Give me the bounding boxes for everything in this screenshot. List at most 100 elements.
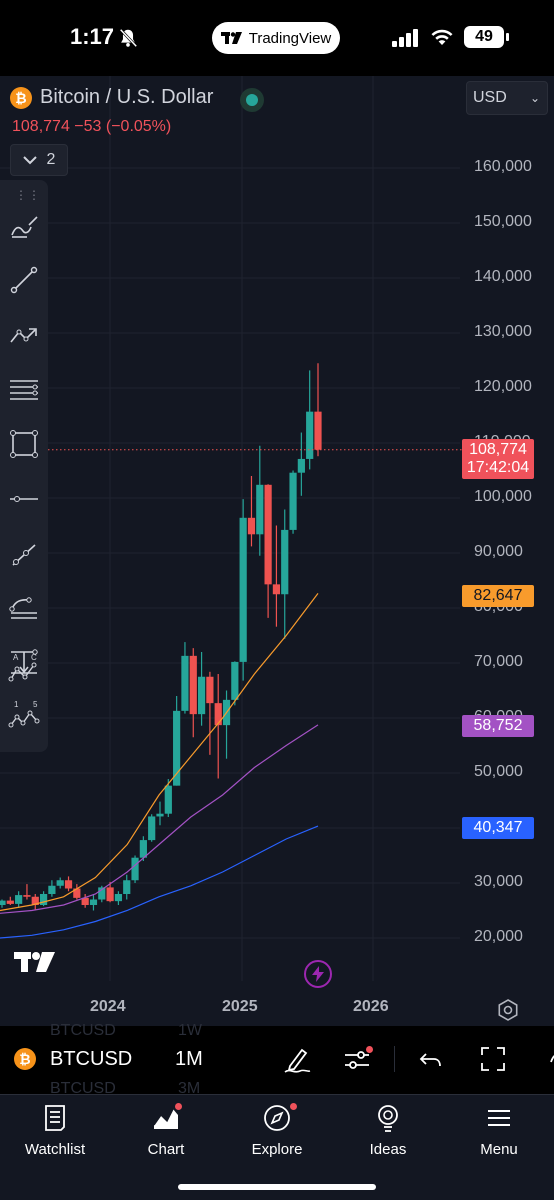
drag-handle-icon[interactable]: ⋮⋮ [15,188,41,202]
chart-area[interactable]: ₿ Bitcoin / U.S. Dollar USD ⌄ 108,774 −5… [0,76,554,1026]
candle-body [197,676,206,715]
abcd-label-c: C [31,653,37,662]
trend-line-icon [10,266,38,294]
battery-indicator: 49 [464,26,504,48]
bitcoin-logo-icon: ₿ [14,1048,36,1070]
candlestick-chart[interactable] [0,76,554,1026]
ghost-symbol-top: BTCUSD [50,1022,116,1039]
currency-select[interactable]: USD ⌄ [466,81,548,115]
app-name: TradingView [248,29,332,47]
candle-body [73,888,81,898]
candle-body [148,816,156,841]
ma-tag-blue: 40,347 [462,817,534,839]
rectangle-tool[interactable] [6,426,42,462]
symbol-header[interactable]: ₿ Bitcoin / U.S. Dollar [10,86,213,109]
app-indicator-pill[interactable]: TradingView [212,22,340,54]
candle-body [23,895,31,897]
candle-body [247,517,256,535]
brush-tool-icon [11,216,38,238]
fib-levels-tool[interactable] [6,372,42,408]
y-tick-label: 50,000 [474,763,523,780]
collapse-count: 2 [46,151,56,168]
x-tick-2026: 2026 [353,998,389,1015]
chevron-down-icon: ⌄ [529,91,540,105]
ray-icon [12,544,36,566]
tab-menu[interactable]: Menu [444,1095,554,1165]
ghost-interval-bottom: 3M [178,1080,201,1097]
symbol-selector[interactable]: BTCUSD [50,1048,133,1070]
tab-explore[interactable]: Explore [222,1095,332,1165]
status-time: 1:17 [70,24,115,49]
candle-body [272,584,281,595]
symbol-title[interactable]: Bitcoin / U.S. Dollar [40,86,214,108]
candle-body [306,411,314,459]
bar-countdown: 17:42:04 [466,459,530,476]
wave-label-1: 1 [14,700,19,709]
tab-label: Chart [147,1141,185,1158]
tradingview-watermark-icon [14,952,55,972]
tab-chart[interactable]: Chart [111,1095,221,1165]
candle-body [173,710,181,786]
candle-body [123,880,131,894]
menu-icon [488,1110,510,1126]
y-tick-label: 20,000 [474,928,523,945]
tab-watchlist[interactable]: Watchlist [0,1095,110,1165]
tab-bar: Watchlist Chart Explore Ideas Men [0,1094,554,1200]
candle-body [214,703,222,726]
candle-body [89,899,98,905]
ray-tool[interactable] [6,536,42,572]
current-price-value: 108,774 [469,441,527,458]
path-icon [10,328,37,343]
y-tick-label: 160,000 [474,158,532,175]
trend-line-tool[interactable] [6,262,42,298]
candle-body [131,857,139,881]
drawing-pen-icon[interactable] [282,1044,312,1074]
candle-body [64,880,73,889]
chart-icon [153,1108,178,1129]
lightbulb-icon [378,1105,398,1132]
ghost-interval-top: 1W [178,1022,202,1039]
undo-icon[interactable] [416,1044,446,1074]
abcd-label-a: A [13,653,19,662]
currency-value: USD [473,89,507,106]
candle-body [139,840,147,858]
brush-tool[interactable] [6,208,42,244]
tradingview-logo-icon [220,32,242,44]
candle-body [239,517,247,662]
home-indicator[interactable] [178,1184,376,1190]
candle-body [114,894,123,902]
candle-body [106,887,114,902]
fullscreen-icon[interactable] [478,1044,508,1074]
path-tool[interactable] [6,317,42,353]
horizontal-line-icon [10,496,38,502]
y-tick-label: 30,000 [474,873,523,890]
chart-settings-icon[interactable] [496,998,520,1022]
bell-muted-icon [119,28,138,48]
fib-channel-tool[interactable] [6,590,42,626]
toolbar-divider [394,1046,395,1072]
indicators-collapse-button[interactable]: 2 [10,144,68,176]
interval-selector[interactable]: 1M [175,1048,203,1070]
candle-body [181,655,189,711]
tab-ideas[interactable]: Ideas [333,1095,443,1165]
watchlist-icon [45,1105,65,1131]
indicators-icon[interactable] [342,1044,372,1074]
symbol-toolbar: BTCUSD 1W BTCUSD 3M ₿ BTCUSD 1M [0,1022,554,1097]
candle-body [264,484,272,585]
candle-body [98,887,106,900]
chevron-down-icon [22,156,37,165]
more-icon[interactable] [540,1044,554,1074]
x-tick-2024: 2024 [90,998,126,1015]
tab-label: Menu [480,1141,518,1158]
candle-body [231,661,239,700]
y-tick-label: 140,000 [474,268,532,285]
ma-tag-purple: 58,752 [462,715,534,737]
compass-icon [264,1105,290,1131]
horizontal-line-tool[interactable] [6,481,42,517]
tab-label: Watchlist [24,1141,86,1158]
market-status-icon[interactable] [240,88,264,112]
lightning-button[interactable] [304,960,332,988]
